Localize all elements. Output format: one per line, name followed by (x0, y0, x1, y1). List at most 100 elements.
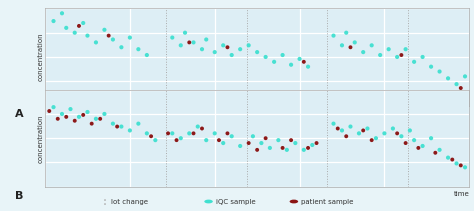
Point (292, 141, 299, 145)
Point (224, 132, 231, 135)
Point (249, 135, 257, 138)
Point (279, 53, 286, 57)
Point (287, 138, 295, 142)
Point (376, 53, 384, 57)
Point (50, 19, 57, 23)
Point (359, 50, 367, 54)
Point (436, 70, 443, 73)
Point (92, 41, 100, 44)
Point (245, 44, 253, 47)
Point (461, 166, 469, 169)
Point (135, 47, 142, 51)
Point (219, 44, 227, 47)
Point (118, 125, 125, 128)
Point (342, 135, 350, 138)
Point (457, 86, 465, 90)
Point (237, 47, 244, 51)
Point (338, 44, 346, 47)
Point (334, 127, 342, 130)
Point (453, 162, 460, 165)
Point (75, 24, 83, 28)
Point (71, 31, 79, 34)
Point (431, 151, 439, 154)
Point (224, 46, 231, 49)
Point (300, 148, 308, 151)
Point (342, 31, 350, 34)
Point (262, 55, 269, 59)
Point (253, 50, 261, 54)
Point (228, 135, 236, 138)
Point (190, 41, 197, 44)
Point (415, 146, 422, 150)
Point (109, 38, 117, 41)
Point (63, 115, 70, 119)
Point (185, 41, 193, 44)
Point (300, 60, 308, 64)
Point (71, 119, 79, 122)
Point (304, 65, 312, 68)
Point (194, 125, 201, 128)
Point (126, 36, 134, 39)
Point (67, 107, 74, 111)
Point (313, 141, 320, 145)
Text: lot change: lot change (111, 199, 148, 204)
Text: :: : (101, 196, 107, 207)
Point (169, 132, 176, 135)
Point (143, 53, 151, 57)
Point (330, 122, 337, 125)
Point (211, 50, 219, 54)
Point (147, 135, 155, 138)
Point (304, 146, 312, 150)
Point (359, 129, 367, 132)
Point (75, 115, 83, 119)
Point (381, 132, 388, 135)
Point (46, 109, 53, 113)
Point (92, 117, 100, 120)
Point (419, 144, 427, 148)
Point (96, 117, 104, 120)
Point (427, 65, 435, 68)
Point (80, 21, 87, 25)
Point (393, 55, 401, 59)
Point (338, 129, 346, 132)
Point (279, 146, 286, 150)
Point (109, 122, 117, 125)
Point (364, 127, 371, 130)
Point (215, 138, 223, 142)
Point (270, 60, 278, 64)
Point (346, 125, 354, 128)
Point (385, 47, 392, 51)
Point (50, 106, 57, 109)
Point (126, 129, 134, 132)
Point (58, 12, 66, 15)
Point (177, 137, 184, 140)
Point (309, 143, 316, 147)
Text: time: time (454, 109, 469, 115)
Point (444, 77, 452, 80)
Point (63, 26, 70, 30)
Point (164, 132, 172, 135)
Point (88, 122, 95, 125)
Point (100, 28, 108, 31)
Point (83, 110, 91, 114)
Y-axis label: concentration: concentration (37, 114, 44, 162)
Point (389, 127, 397, 130)
Point (296, 57, 303, 61)
Point (453, 83, 460, 86)
Point (181, 31, 189, 34)
Point (330, 34, 337, 37)
Point (198, 47, 206, 51)
Point (253, 148, 261, 151)
Point (202, 38, 210, 41)
Point (461, 75, 469, 78)
Point (100, 112, 108, 116)
Point (410, 60, 418, 64)
Point (54, 117, 62, 120)
Point (152, 138, 159, 142)
Point (237, 144, 244, 148)
Point (173, 138, 180, 142)
Point (143, 132, 151, 135)
Point (346, 46, 354, 49)
Text: patient sample: patient sample (301, 199, 353, 204)
Point (177, 44, 184, 47)
